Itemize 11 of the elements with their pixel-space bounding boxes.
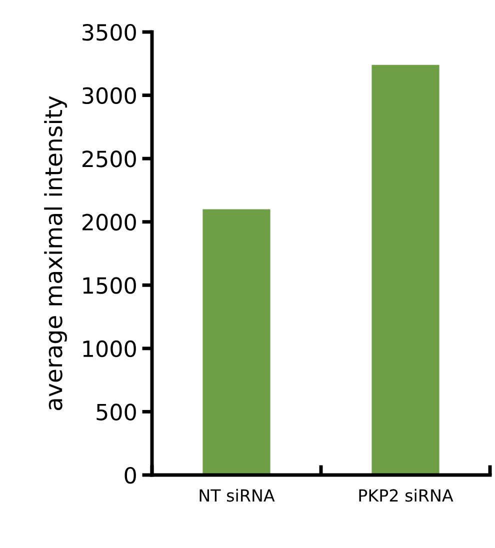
y-tick-label: 3000 [82, 87, 136, 104]
y-tick-label: 2000 [82, 214, 136, 231]
y-tick-label: 2500 [82, 150, 136, 168]
y-tick-label: 1000 [83, 340, 136, 358]
x-tick-label: NT siRNA [200, 488, 275, 502]
x-tick-label: PKP2 siRNA [359, 488, 454, 502]
y-tick-label: 0 [124, 466, 136, 484]
y-tick-label: 3500 [82, 24, 136, 41]
y-axis-title: average maximal intensity [44, 96, 67, 410]
y-tick-label: 500 [96, 404, 136, 420]
y-tick-label: 1500 [83, 277, 136, 294]
